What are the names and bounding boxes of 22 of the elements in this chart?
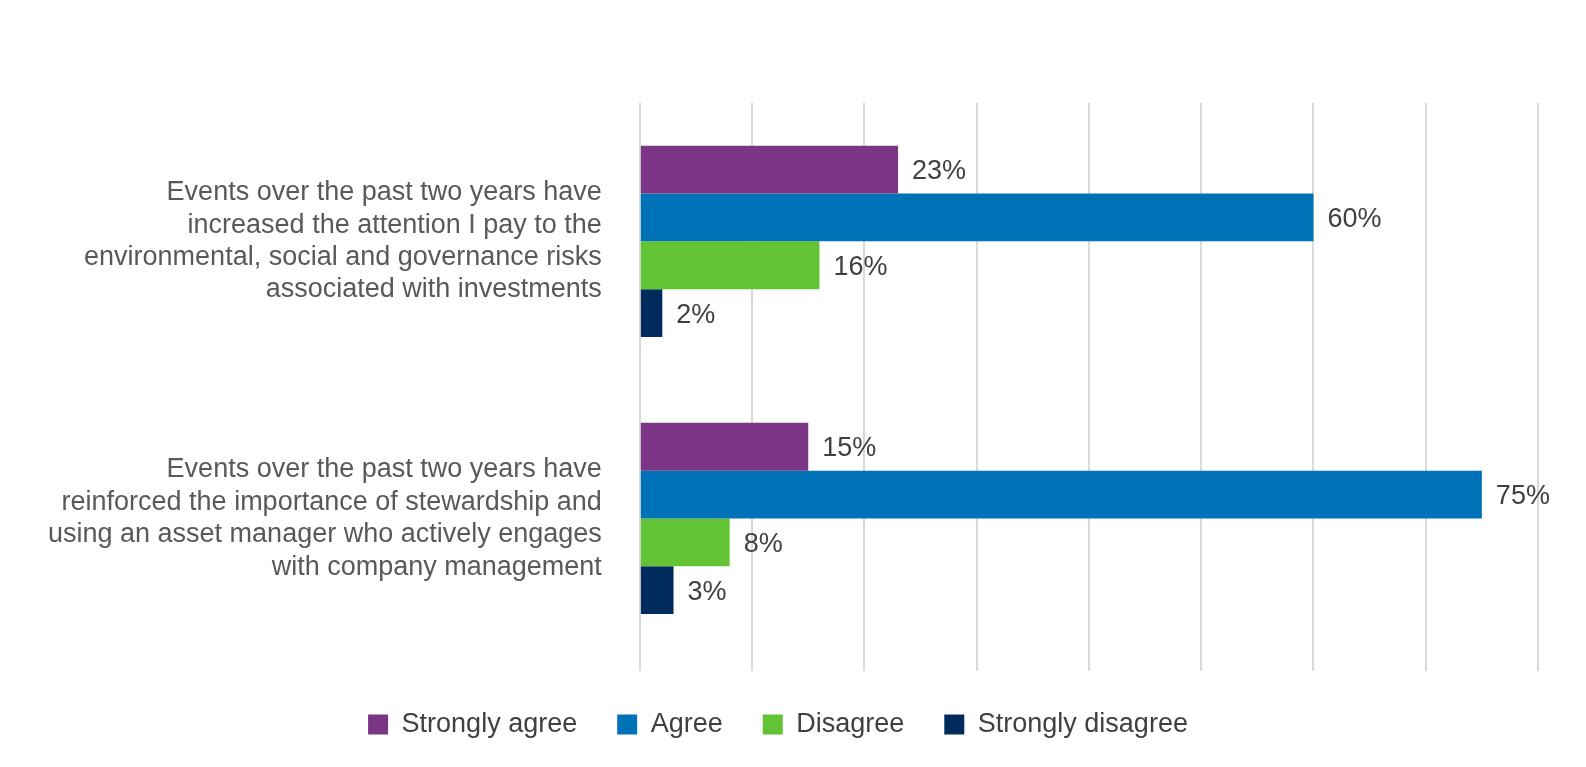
legend-label: Agree <box>650 707 723 738</box>
data-label: 60% <box>1327 202 1382 233</box>
data-label: 75% <box>1495 480 1550 510</box>
data-label: 8% <box>743 527 783 558</box>
data-label: 2% <box>676 298 716 329</box>
bar <box>640 518 730 567</box>
y-tick-label: Events over the past two years have increased the attention I pay to the environmental, social and governance risks associated with investments <box>84 176 602 304</box>
legend-label: Strongly disagree <box>977 707 1188 738</box>
data-label: 23% <box>912 155 967 186</box>
bar <box>640 566 674 615</box>
data-label: 3% <box>687 575 727 606</box>
y-tick-label: Events over the past two years have reinforced the importance of stewardship and using an asset manager who actively engages with company management <box>48 453 603 581</box>
bar <box>640 241 820 290</box>
bar <box>640 145 899 194</box>
bar <box>640 289 663 337</box>
legend-label: Disagree <box>796 707 905 738</box>
bar <box>640 470 1482 519</box>
bar <box>640 422 809 471</box>
bar <box>640 193 1314 242</box>
legend-label: Strongly agree <box>401 707 578 738</box>
data-label: 16% <box>833 250 888 281</box>
data-label: 15% <box>822 432 877 463</box>
